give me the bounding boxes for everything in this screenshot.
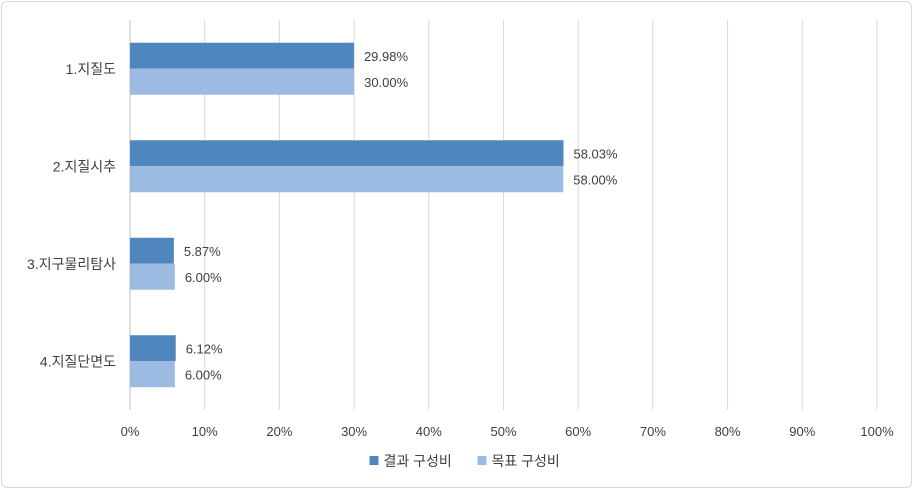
x-tick-label: 10% — [192, 424, 218, 439]
x-tick-label: 40% — [416, 424, 442, 439]
category-label: 2.지질시추 — [53, 158, 116, 174]
data-label: 6.12% — [186, 341, 223, 356]
bar-result — [130, 42, 354, 69]
x-tick-label: 100% — [860, 424, 894, 439]
legend-swatch — [477, 456, 487, 465]
data-label: 6.00% — [185, 270, 222, 285]
bar-result — [130, 237, 174, 264]
data-label: 58.03% — [573, 146, 618, 161]
bar-target — [130, 166, 564, 193]
data-label: 58.00% — [573, 172, 618, 187]
bar-target — [130, 68, 355, 95]
x-tick-label: 20% — [266, 424, 292, 439]
x-tick-label: 30% — [341, 424, 367, 439]
bar-target — [130, 361, 175, 388]
bar-target — [130, 263, 175, 290]
bar-result — [130, 140, 564, 167]
x-tick-label: 90% — [789, 424, 815, 439]
x-tick-label: 0% — [121, 424, 140, 439]
legend-label: 결과 구성비 — [384, 453, 452, 469]
data-label: 29.98% — [364, 49, 409, 64]
data-label: 5.87% — [184, 244, 221, 259]
x-tick-label: 60% — [565, 424, 591, 439]
category-label: 3.지구물리탐사 — [27, 256, 116, 272]
legend-swatch — [369, 456, 379, 465]
data-label: 30.00% — [364, 75, 409, 90]
data-label: 6.00% — [185, 367, 222, 382]
x-tick-label: 50% — [490, 424, 516, 439]
x-tick-label: 70% — [640, 424, 666, 439]
category-label: 4.지질단면도 — [40, 353, 116, 369]
category-label: 1.지질도 — [66, 61, 116, 77]
bar-result — [130, 335, 176, 362]
x-tick-label: 80% — [715, 424, 741, 439]
legend-label: 목표 구성비 — [492, 453, 560, 469]
